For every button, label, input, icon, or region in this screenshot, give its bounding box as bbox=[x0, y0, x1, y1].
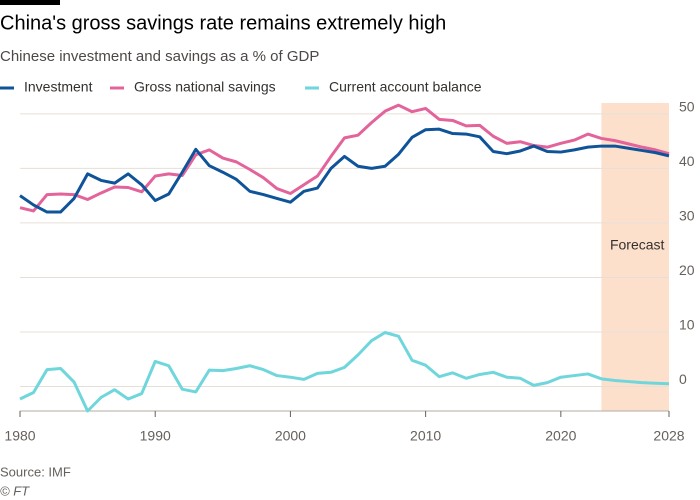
legend-label: Investment bbox=[24, 79, 93, 95]
x-tick-label: 2010 bbox=[410, 428, 441, 444]
forecast-label: Forecast bbox=[610, 237, 665, 253]
x-tick-label: 1990 bbox=[140, 428, 171, 444]
y-tick-label: 0 bbox=[679, 371, 687, 387]
y-tick-label: 20 bbox=[679, 262, 695, 278]
series-line bbox=[19, 331, 670, 413]
y-tick-label: 50 bbox=[679, 99, 695, 115]
brand-bar bbox=[0, 0, 60, 5]
x-tick-label: 2000 bbox=[275, 428, 306, 444]
legend-label: Current account balance bbox=[329, 79, 482, 95]
x-tick-label: 2028 bbox=[653, 428, 684, 444]
y-tick-label: 10 bbox=[679, 317, 695, 333]
series-line bbox=[19, 127, 670, 214]
credit: © FT bbox=[0, 483, 30, 498]
x-tick-label: 2020 bbox=[545, 428, 576, 444]
series-line bbox=[19, 103, 670, 213]
legend-label: Gross national savings bbox=[134, 79, 276, 95]
chart-title: China's gross savings rate remains extre… bbox=[0, 12, 446, 34]
y-tick-label: 40 bbox=[679, 153, 695, 169]
x-tick-label: 1980 bbox=[4, 428, 35, 444]
source: Source: IMF bbox=[0, 464, 71, 479]
y-tick-label: 30 bbox=[679, 208, 695, 224]
chart-subtitle: Chinese investment and savings as a % of… bbox=[0, 48, 319, 65]
